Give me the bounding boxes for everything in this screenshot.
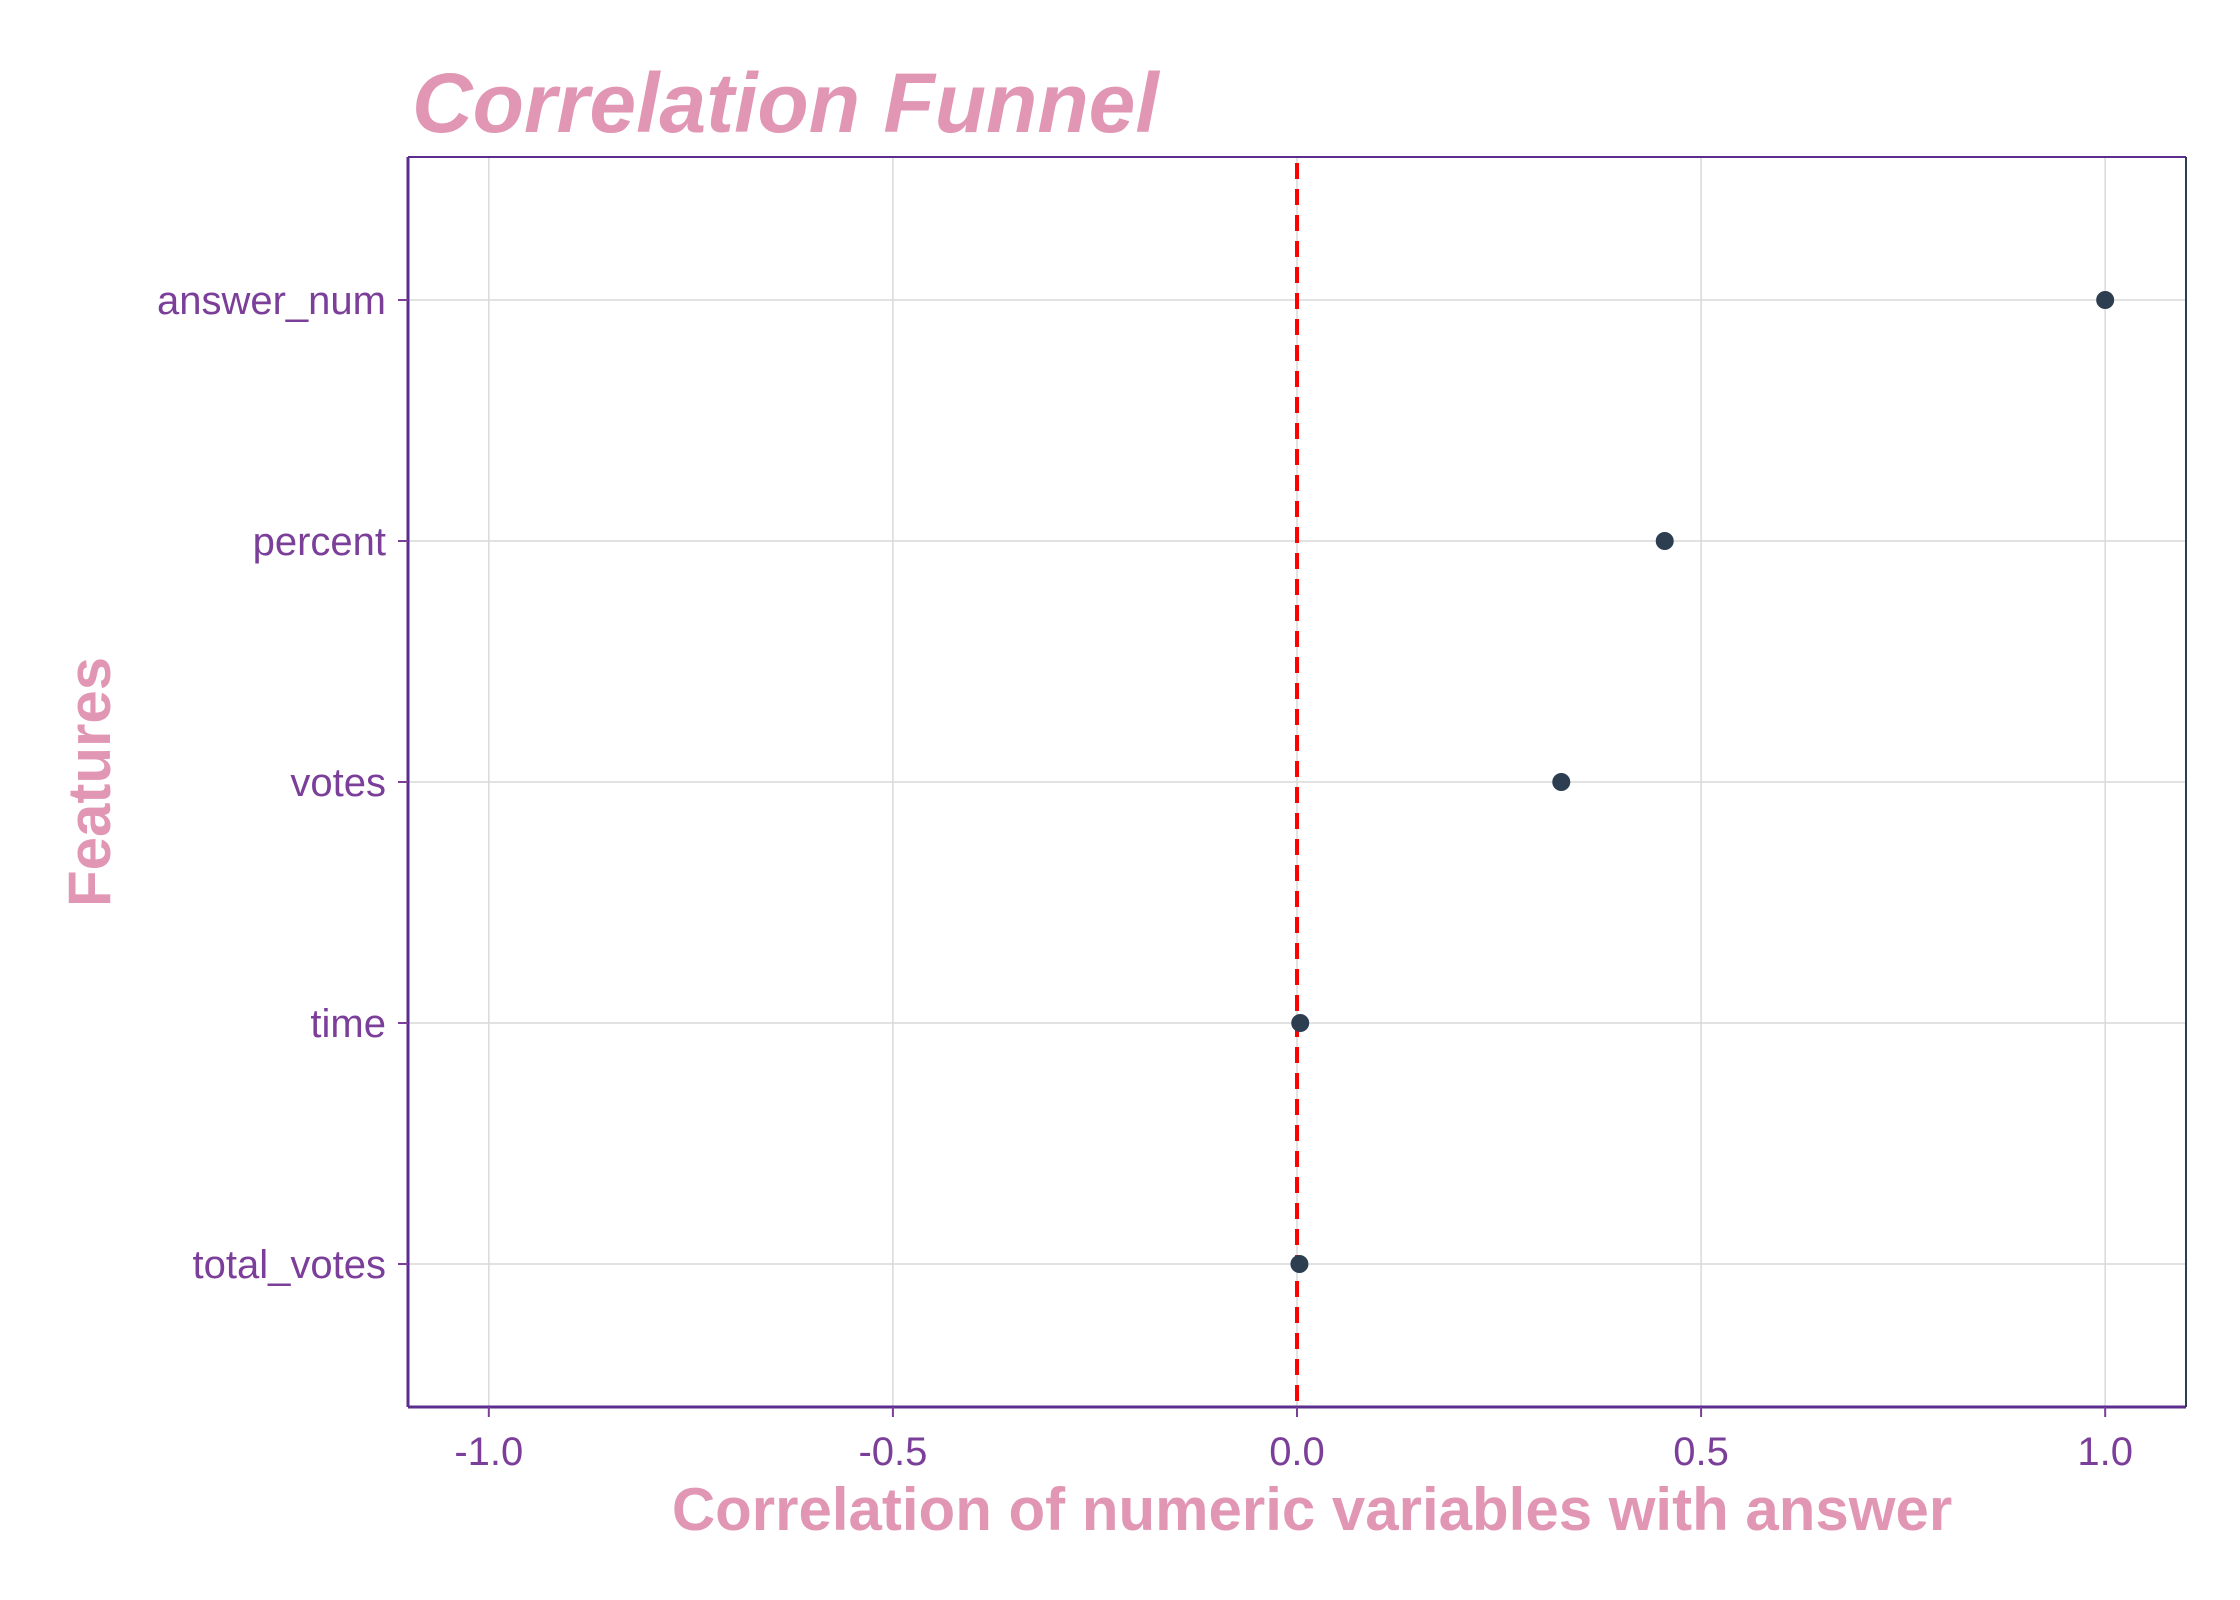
point-percent	[1655, 532, 1674, 550]
x-tick-label: -1.0	[454, 1430, 523, 1474]
point-time	[1291, 1014, 1310, 1032]
y-axis-title: Features	[56, 657, 123, 907]
y-tick-labels: total_votes time votes percent answer_num	[157, 279, 408, 1287]
y-tick-label: total_votes	[193, 1243, 386, 1287]
point-votes	[1552, 773, 1571, 791]
x-tick-labels: -1.0 -0.5 0.0 0.5 1.0	[454, 1407, 2133, 1474]
point-total-votes	[1290, 1255, 1309, 1273]
y-tick-label: answer_num	[157, 279, 386, 323]
x-tick-label: 0.0	[1269, 1430, 1325, 1474]
x-axis-title: Correlation of numeric variables with an…	[672, 1476, 1952, 1543]
x-tick-label: -0.5	[858, 1430, 927, 1474]
y-tick-label: votes	[290, 761, 386, 805]
grid	[408, 157, 2186, 1407]
y-tick-label: percent	[253, 520, 386, 564]
y-tick-label: time	[310, 1002, 386, 1046]
point-answer-num	[2096, 291, 2115, 309]
chart-title: Correlation Funnel	[412, 56, 1160, 150]
x-tick-label: 1.0	[2077, 1430, 2133, 1474]
data-points	[1290, 291, 2115, 1273]
x-tick-label: 0.5	[1673, 1430, 1729, 1474]
